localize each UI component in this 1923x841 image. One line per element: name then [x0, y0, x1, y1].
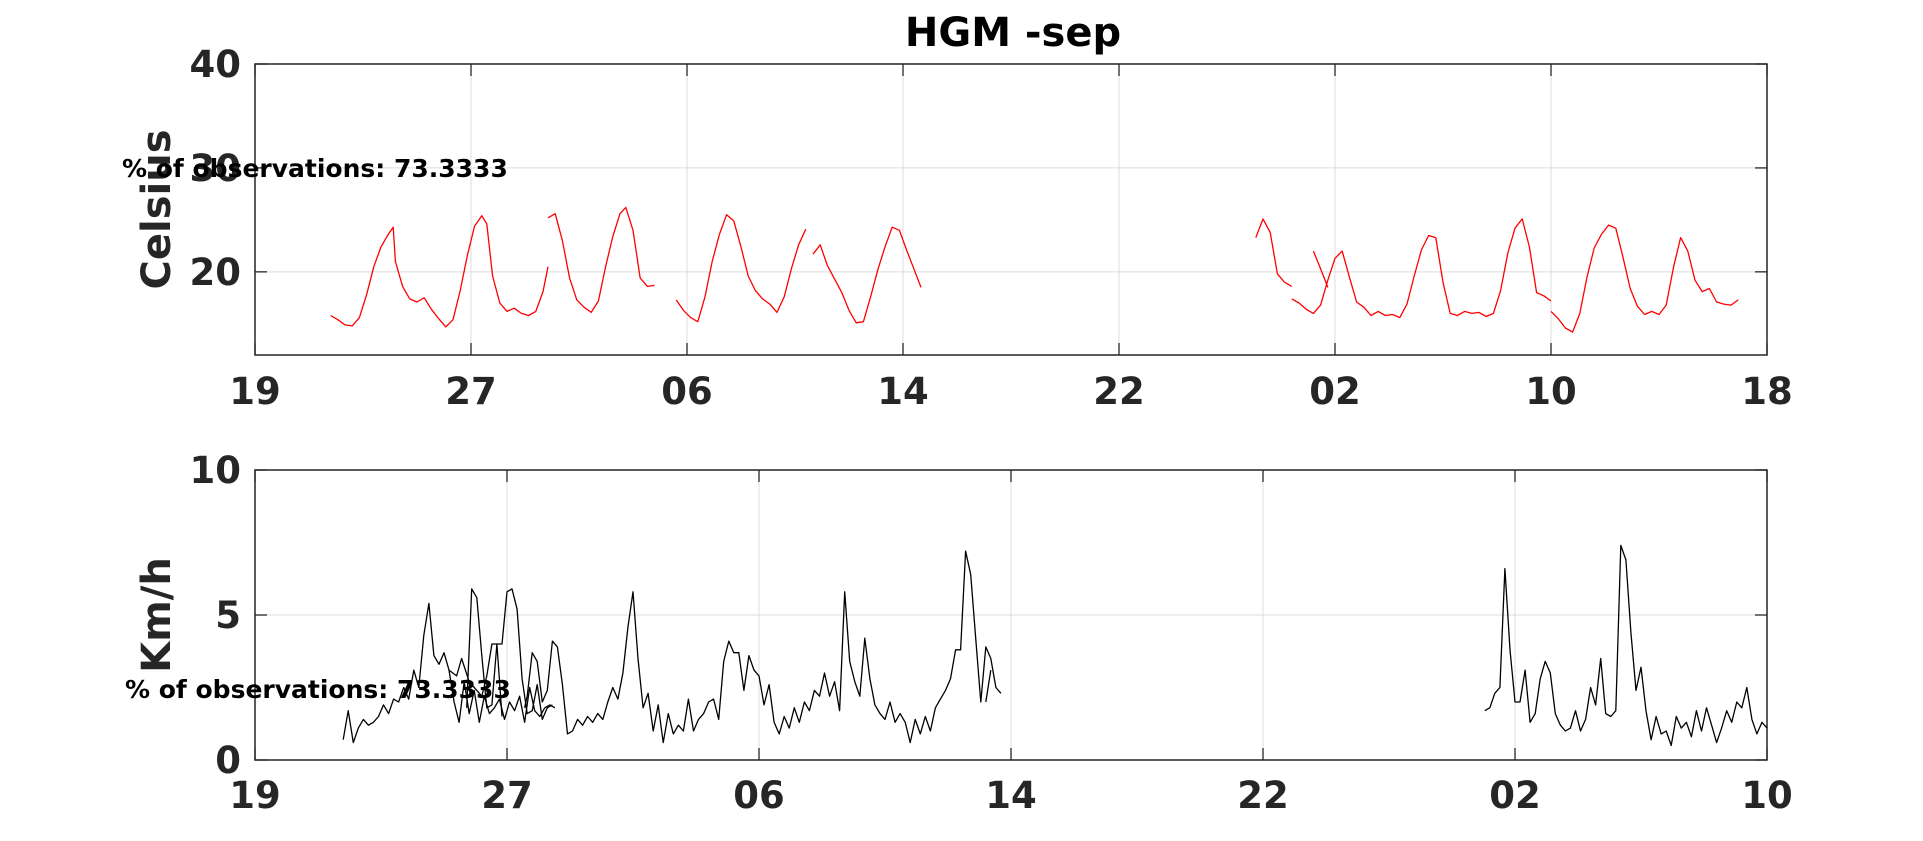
- wind-speed-tick-marks: [254, 469, 1768, 761]
- temperature-panel: 19 27 06 14 22 02 10 18 20 30 40 Celsius% of observ…: [122, 43, 1793, 413]
- temperature-plot-area: [254, 63, 1768, 356]
- temperature-x-tick-label: 19: [229, 370, 281, 413]
- wind-speed-y-tick-label: 10: [190, 449, 242, 492]
- wind-speed-x-tick-label: 10: [1741, 774, 1793, 817]
- temperature-series: [330, 206, 1739, 333]
- temperature-x-tick-label: 10: [1525, 370, 1577, 413]
- temperature-tick-marks: [254, 63, 1768, 355]
- temperature-y-tick-label: 20: [190, 251, 242, 294]
- temperature-x-tick-label: 14: [877, 370, 929, 413]
- temperature-x-tick-label: 27: [445, 370, 497, 413]
- wind-speed-x-tick-label: 02: [1489, 774, 1541, 817]
- wind-speed-y-tick-label: 0: [215, 739, 241, 782]
- wind-speed-series-line-segment: [985, 669, 992, 703]
- temperature-grid: [255, 64, 1767, 355]
- temperature-series-line-segment: [547, 206, 655, 314]
- temperature-y-axis-label: Celsius: [134, 130, 180, 290]
- wind-speed-x-tick-label: 14: [985, 774, 1037, 817]
- wind-speed-x-tick-label: 06: [733, 774, 785, 817]
- figure-title: HGM -sep: [905, 10, 1121, 56]
- wind-speed-panel: 19 27 06 14 22 02 10 0 5 10 Km/h% of observations:…: [125, 449, 1793, 817]
- wind-speed-x-tick-label: 22: [1237, 774, 1289, 817]
- wind-speed-series-line-segment: [448, 588, 553, 721]
- wind-speed-x-tick-label: 19: [229, 774, 281, 817]
- wind-speed-series: [342, 544, 1768, 747]
- wind-speed-y-axis-label: Km/h: [134, 557, 180, 673]
- temperature-axes-frame: [254, 63, 1768, 356]
- temperature-x-tick-label: 06: [661, 370, 713, 413]
- temperature-series-line-segment: [1312, 250, 1329, 288]
- wind-speed-y-tick-label: 5: [215, 594, 241, 637]
- temperature-y-tick-label: 30: [190, 147, 242, 190]
- wind-speed-observations-annotation: % of observations: 73.3333: [125, 675, 511, 704]
- wind-speed-x-tick-label: 27: [481, 774, 533, 817]
- wind-speed-series-line-segment: [466, 588, 503, 717]
- temperature-series-line-segment: [1291, 218, 1552, 319]
- temperature-series-line-segment: [1255, 218, 1293, 287]
- temperature-observations-annotation: % of observations: 73.3333: [122, 154, 508, 183]
- temperature-y-tick-label: 40: [190, 43, 242, 86]
- temperature-series-line-segment: [675, 214, 807, 323]
- temperature-x-tick-label: 18: [1741, 370, 1793, 413]
- wind-speed-series-line-segment: [523, 550, 1002, 744]
- temperature-series-line-segment: [1550, 224, 1739, 333]
- temperature-x-tick-label: 02: [1309, 370, 1361, 413]
- temperature-series-line-segment: [330, 215, 549, 328]
- temperature-x-tick-label: 22: [1093, 370, 1145, 413]
- wind-speed-series-line-segment: [1484, 544, 1768, 747]
- temperature-series-line-segment: [812, 226, 922, 324]
